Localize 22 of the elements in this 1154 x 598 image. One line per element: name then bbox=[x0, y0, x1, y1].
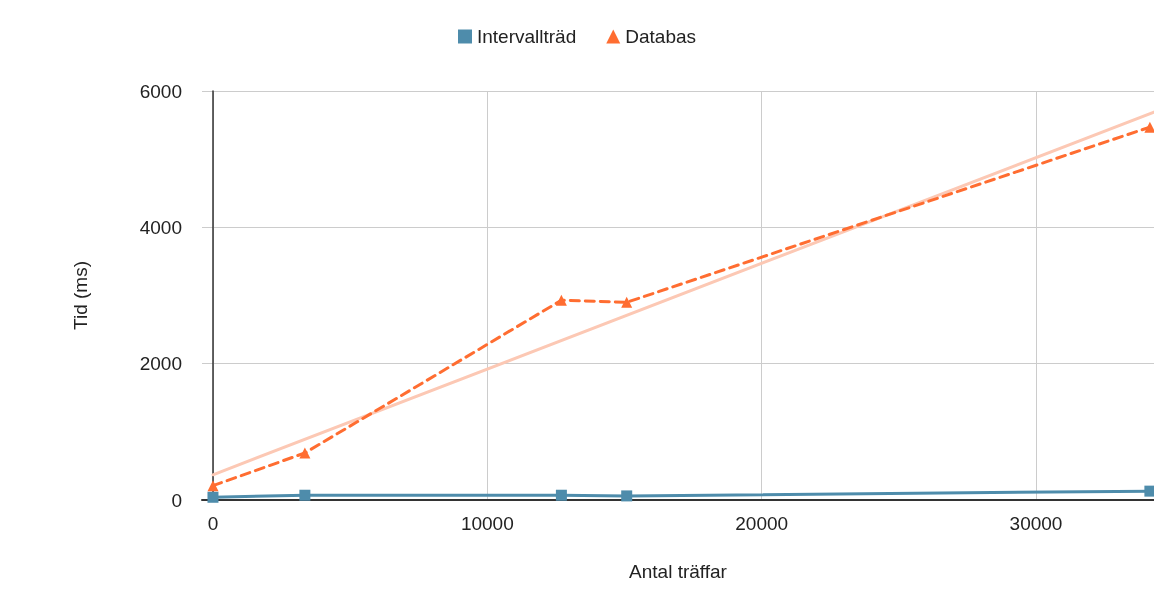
x-axis-title: Antal träffar bbox=[629, 561, 728, 582]
x-tick-label: 0 bbox=[207, 513, 219, 534]
point bbox=[1144, 485, 1154, 497]
y-tick-label: 2000 bbox=[139, 353, 182, 375]
y-tick-label: 0 bbox=[171, 489, 182, 511]
point bbox=[1144, 121, 1154, 133]
point bbox=[555, 489, 567, 501]
legend-label: Intervallträd bbox=[476, 26, 577, 47]
point bbox=[621, 296, 633, 308]
y-tick-label: 6000 bbox=[139, 80, 182, 102]
point bbox=[299, 447, 311, 459]
x-tick-label: 20000 bbox=[735, 513, 789, 534]
point bbox=[207, 491, 219, 503]
point bbox=[621, 490, 633, 502]
y-axis-title: Tid (ms) bbox=[70, 261, 91, 330]
point bbox=[207, 480, 219, 492]
x-tick-label: 30000 bbox=[1009, 513, 1063, 534]
y-tick-label: 4000 bbox=[139, 216, 182, 238]
point bbox=[555, 294, 567, 306]
x-tick-label: 10000 bbox=[460, 513, 514, 534]
point bbox=[299, 489, 311, 501]
legend-label: Databas bbox=[625, 26, 697, 47]
